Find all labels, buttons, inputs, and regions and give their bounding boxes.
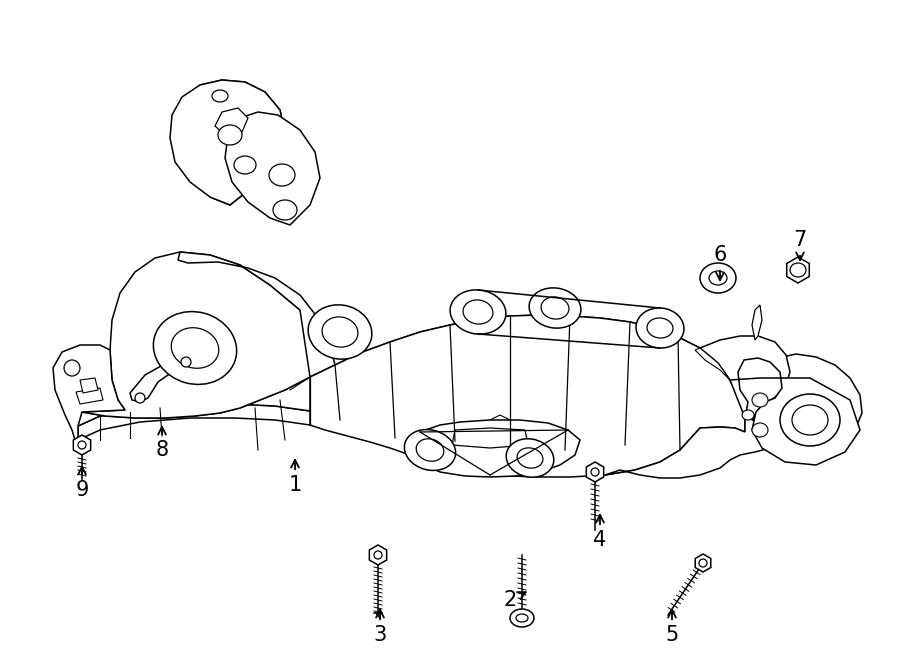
Ellipse shape (153, 311, 237, 385)
Polygon shape (80, 378, 98, 393)
Text: 5: 5 (665, 610, 679, 645)
Text: 1: 1 (288, 460, 302, 495)
Ellipse shape (790, 263, 806, 277)
Circle shape (135, 393, 145, 403)
Ellipse shape (647, 318, 673, 338)
Polygon shape (730, 358, 860, 465)
Polygon shape (460, 432, 478, 475)
Ellipse shape (506, 439, 554, 477)
Ellipse shape (269, 164, 295, 186)
Polygon shape (53, 345, 125, 440)
Circle shape (591, 468, 599, 476)
Polygon shape (78, 404, 745, 457)
Polygon shape (369, 545, 387, 565)
Polygon shape (215, 108, 248, 136)
Ellipse shape (516, 614, 528, 622)
Polygon shape (225, 112, 320, 225)
Text: 7: 7 (794, 230, 806, 260)
Circle shape (374, 551, 382, 559)
Polygon shape (695, 554, 711, 572)
Text: 2: 2 (503, 590, 526, 610)
Ellipse shape (218, 125, 242, 145)
Ellipse shape (780, 394, 840, 446)
Ellipse shape (752, 393, 768, 407)
Ellipse shape (636, 308, 684, 348)
Text: 8: 8 (156, 427, 168, 460)
Polygon shape (178, 252, 335, 377)
Ellipse shape (742, 410, 754, 420)
Ellipse shape (464, 300, 493, 324)
Circle shape (699, 559, 707, 567)
Circle shape (64, 360, 80, 376)
Polygon shape (450, 432, 530, 475)
Ellipse shape (792, 405, 828, 435)
Polygon shape (310, 315, 745, 477)
Polygon shape (490, 415, 510, 432)
Polygon shape (605, 352, 862, 478)
Ellipse shape (404, 430, 455, 471)
Ellipse shape (529, 288, 580, 328)
Polygon shape (787, 257, 809, 283)
Ellipse shape (541, 297, 569, 319)
Polygon shape (586, 462, 604, 482)
Polygon shape (695, 348, 730, 380)
Ellipse shape (752, 423, 768, 437)
Ellipse shape (450, 290, 506, 334)
Circle shape (78, 441, 86, 449)
Text: 6: 6 (714, 245, 726, 280)
Polygon shape (700, 336, 790, 420)
Circle shape (181, 357, 191, 367)
Polygon shape (82, 252, 335, 418)
Ellipse shape (171, 328, 219, 368)
Polygon shape (452, 428, 528, 448)
Ellipse shape (416, 439, 444, 461)
Ellipse shape (518, 448, 543, 468)
Ellipse shape (700, 263, 736, 293)
Text: 3: 3 (374, 610, 387, 645)
Ellipse shape (322, 317, 358, 347)
Text: 9: 9 (76, 467, 89, 500)
Ellipse shape (308, 305, 372, 359)
Polygon shape (185, 80, 285, 205)
Polygon shape (130, 357, 192, 402)
Ellipse shape (273, 200, 297, 220)
Polygon shape (752, 305, 762, 340)
Ellipse shape (510, 609, 534, 627)
Polygon shape (73, 435, 91, 455)
Ellipse shape (212, 90, 228, 102)
Polygon shape (76, 388, 103, 404)
Polygon shape (170, 80, 285, 205)
Ellipse shape (234, 156, 256, 174)
Polygon shape (410, 420, 580, 477)
Ellipse shape (709, 271, 727, 285)
Polygon shape (500, 430, 518, 476)
Text: 4: 4 (593, 515, 607, 550)
Polygon shape (78, 315, 745, 443)
